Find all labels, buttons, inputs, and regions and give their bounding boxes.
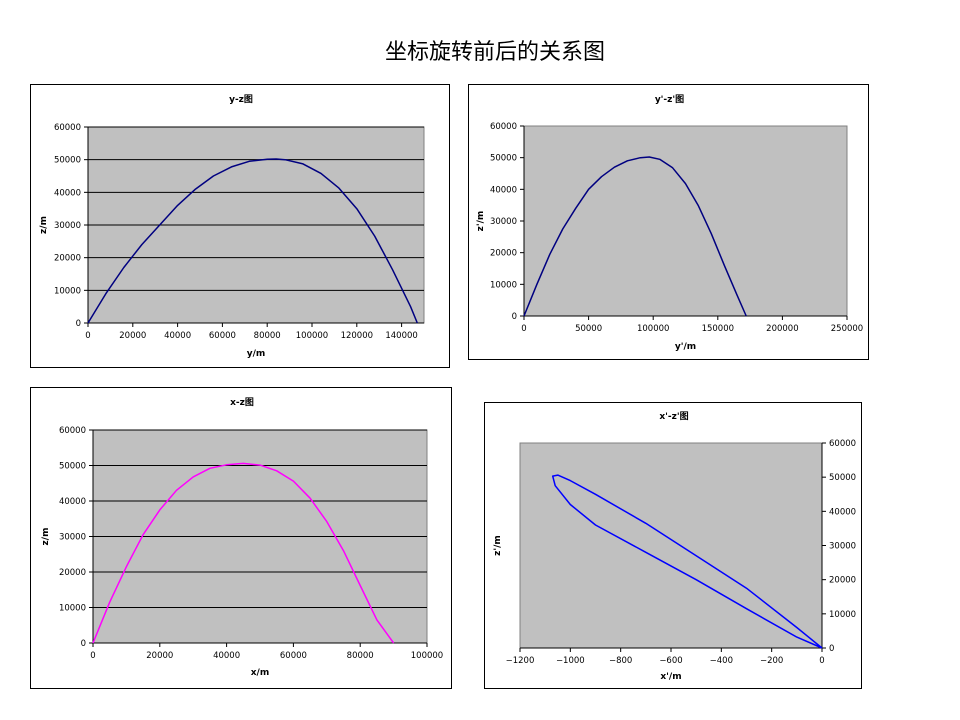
y-tick-label: 40000 <box>490 185 517 195</box>
x-tick-label: 40000 <box>164 331 191 341</box>
x-tick-label: 60000 <box>209 331 236 341</box>
x-tick-label: 0 <box>90 651 95 661</box>
x-tick-label: 120000 <box>341 331 373 341</box>
plot-area <box>523 125 848 317</box>
x-tick-label: 0 <box>819 656 824 666</box>
chart-title: y-z图 <box>229 94 253 105</box>
y-tick-label: 60000 <box>59 426 86 436</box>
y-tick-label: 10000 <box>59 604 86 614</box>
chart-x-prime-z-prime-svg: 0 10000 20000 30000 40000 50000 60000 −1200 −100… <box>493 411 856 682</box>
chart-title: x'-z'图 <box>659 411 688 422</box>
chart-x-prime-z-prime: 0 10000 20000 30000 40000 50000 60000 −1200 −100… <box>484 402 862 689</box>
chart-title: y'-z'图 <box>655 94 684 105</box>
x-axis-label: y/m <box>247 349 266 359</box>
x-tick-label: −1200 <box>506 656 535 666</box>
series-line <box>551 474 823 649</box>
x-axis-label: x/m <box>251 668 269 678</box>
x-tick-label: 80000 <box>254 331 281 341</box>
y-tick-label: 10000 <box>54 286 81 296</box>
x-tick-label: 250000 <box>831 324 863 334</box>
chart-title: x-z图 <box>230 397 254 408</box>
x-tick-label: 50000 <box>575 324 602 334</box>
y-tick-label: 30000 <box>59 533 86 543</box>
y-tick-label: 60000 <box>490 122 517 132</box>
series-line <box>523 156 747 317</box>
y-tick-label: 0 <box>81 639 86 649</box>
x-tick-label: 20000 <box>146 651 173 661</box>
chart-y-z-svg: 0 10000 20000 30000 40000 50000 60000 0 20000 400… <box>39 94 425 359</box>
x-tick-label: 150000 <box>702 324 734 334</box>
chart-x-z-svg: 0 10000 20000 30000 40000 50000 60000 0 20000 400… <box>41 397 443 678</box>
x-tick-label: −200 <box>760 656 783 666</box>
y-tick-label: 20000 <box>59 568 86 578</box>
y-tick-label: 0 <box>512 312 517 322</box>
x-tick-label: −800 <box>609 656 632 666</box>
x-tick-label: −400 <box>710 656 733 666</box>
y-tick-label: 30000 <box>490 217 517 227</box>
x-tick-label: 60000 <box>280 651 307 661</box>
chart-y-z: 0 10000 20000 30000 40000 50000 60000 0 20000 400… <box>30 84 450 368</box>
x-tick-label: −1000 <box>556 656 585 666</box>
x-tick-label: 200000 <box>766 324 798 334</box>
chart-y-prime-z-prime: 0 10000 20000 30000 40000 50000 60000 0 50000 100… <box>468 84 869 360</box>
page-title: 坐标旋转前后的关系图 <box>384 40 605 65</box>
series-line <box>92 462 395 644</box>
y-tick-label: 0 <box>76 319 81 329</box>
y-tick-label: 50000 <box>59 462 86 472</box>
y-tick-label: 10000 <box>829 610 856 620</box>
y-tick-label: 50000 <box>490 154 517 164</box>
y-axis-label: z/m <box>41 528 51 546</box>
chart-x-z: 0 10000 20000 30000 40000 50000 60000 0 20000 400… <box>30 387 452 689</box>
series-line <box>87 158 418 324</box>
y-tick-label: 50000 <box>829 473 856 483</box>
x-tick-label: 80000 <box>347 651 374 661</box>
y-tick-label: 40000 <box>54 188 81 198</box>
x-tick-label: 0 <box>85 331 90 341</box>
y-tick-label: 0 <box>829 644 834 654</box>
y-axis-label: z/m <box>39 216 49 234</box>
x-tick-label: 20000 <box>119 331 146 341</box>
x-axis-label: y'/m <box>675 342 696 352</box>
y-tick-label: 40000 <box>59 497 86 507</box>
x-axis-label: x'/m <box>660 672 681 682</box>
y-tick-label: 50000 <box>54 156 81 166</box>
x-tick-label: −600 <box>659 656 682 666</box>
y-axis-label: z'/m <box>476 211 486 232</box>
x-tick-label: 100000 <box>296 331 328 341</box>
x-tick-label: 100000 <box>637 324 669 334</box>
x-tick-label: 0 <box>521 324 526 334</box>
y-tick-label: 60000 <box>54 123 81 133</box>
y-tick-label: 60000 <box>829 439 856 449</box>
x-tick-label: 100000 <box>411 651 443 661</box>
y-tick-label: 20000 <box>829 576 856 586</box>
y-axis-label: z'/m <box>493 535 503 556</box>
plot-area <box>519 442 823 649</box>
y-tick-label: 20000 <box>54 254 81 264</box>
y-tick-label: 30000 <box>829 542 856 552</box>
x-tick-label: 140000 <box>385 331 417 341</box>
x-tick-label: 40000 <box>213 651 240 661</box>
y-tick-label: 40000 <box>829 507 856 517</box>
y-tick-label: 20000 <box>490 249 517 259</box>
chart-y-prime-z-prime-svg: 0 10000 20000 30000 40000 50000 60000 0 50000 100… <box>476 94 863 352</box>
y-tick-label: 30000 <box>54 221 81 231</box>
y-tick-label: 10000 <box>490 280 517 290</box>
